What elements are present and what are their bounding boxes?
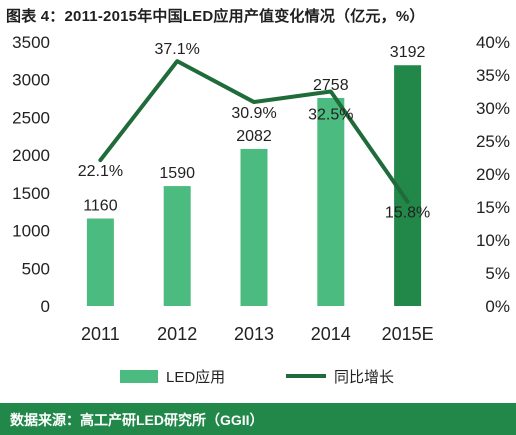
y-tick-label: 3000 [12, 71, 50, 90]
y2-tick-label: 40% [476, 33, 510, 52]
y-tick-label: 1500 [12, 184, 50, 203]
legend-bar-label: LED应用 [166, 368, 225, 386]
chart: 0 500 1000 1500 2000 2500 3000 3500 0% 5% 10% 15% 2… [12, 33, 510, 386]
left-axis: 0 500 1000 1500 2000 2500 3000 3500 [12, 33, 50, 316]
bar-value-label: 2082 [236, 128, 272, 145]
chart-title: 图表 4：2011-2015年中国LED应用产值变化情况（亿元，%） [6, 8, 425, 25]
y-tick-label: 2000 [12, 146, 50, 165]
bar-value-label: 3192 [390, 44, 426, 61]
y2-tick-label: 15% [476, 198, 510, 217]
bar [163, 186, 191, 306]
y2-tick-label: 5% [485, 264, 510, 283]
y2-tick-label: 20% [476, 165, 510, 184]
y2-tick-label: 30% [476, 99, 510, 118]
bar-value-labels: 1160 1590 2082 2758 3192 [83, 44, 425, 214]
line-series [98, 59, 410, 204]
bar [317, 97, 345, 306]
bar [240, 148, 268, 306]
legend: LED应用 同比增长 [120, 368, 394, 386]
y2-tick-label: 0% [485, 297, 510, 316]
y-tick-label: 2500 [12, 108, 50, 127]
y-tick-label: 0 [41, 297, 50, 316]
bar-series [86, 65, 422, 307]
x-tick-label: 2013 [234, 324, 274, 344]
bar-value-label: 1160 [83, 198, 118, 215]
line-value-labels: 22.1% 37.1% 30.9% 32.5% 15.8% [78, 41, 431, 222]
line-value-label: 22.1% [78, 163, 123, 180]
bar-value-label: 1590 [159, 165, 195, 182]
x-tick-label: 2014 [311, 324, 351, 344]
x-axis-labels: 2011 2012 2013 2014 2015E [81, 324, 434, 344]
line-value-label: 37.1% [155, 41, 200, 58]
legend-line-label: 同比增长 [334, 369, 394, 386]
x-tick-label: 2015E [382, 324, 434, 344]
legend-bar-swatch [120, 370, 158, 383]
line-value-label: 30.9% [231, 105, 276, 122]
line-value-label: 32.5% [308, 107, 353, 124]
y-tick-label: 500 [22, 259, 50, 278]
y-tick-label: 1000 [12, 222, 50, 241]
line-path [98, 59, 410, 204]
y2-tick-label: 10% [476, 231, 510, 250]
y-tick-label: 3500 [12, 33, 50, 52]
y2-tick-label: 25% [476, 132, 510, 151]
x-tick-label: 2012 [157, 324, 197, 344]
y2-tick-label: 35% [476, 66, 510, 85]
bar [86, 218, 114, 306]
right-axis: 0% 5% 10% 15% 20% 25% 30% 35% 40% [476, 33, 510, 316]
bar-value-label: 2758 [313, 77, 349, 94]
line-value-label: 15.8% [385, 205, 430, 222]
source-footer: 数据来源：高工产研LED研究所（GGII） [0, 403, 516, 435]
x-tick-label: 2011 [81, 324, 120, 344]
source-text: 数据来源：高工产研LED研究所（GGII） [10, 412, 264, 428]
